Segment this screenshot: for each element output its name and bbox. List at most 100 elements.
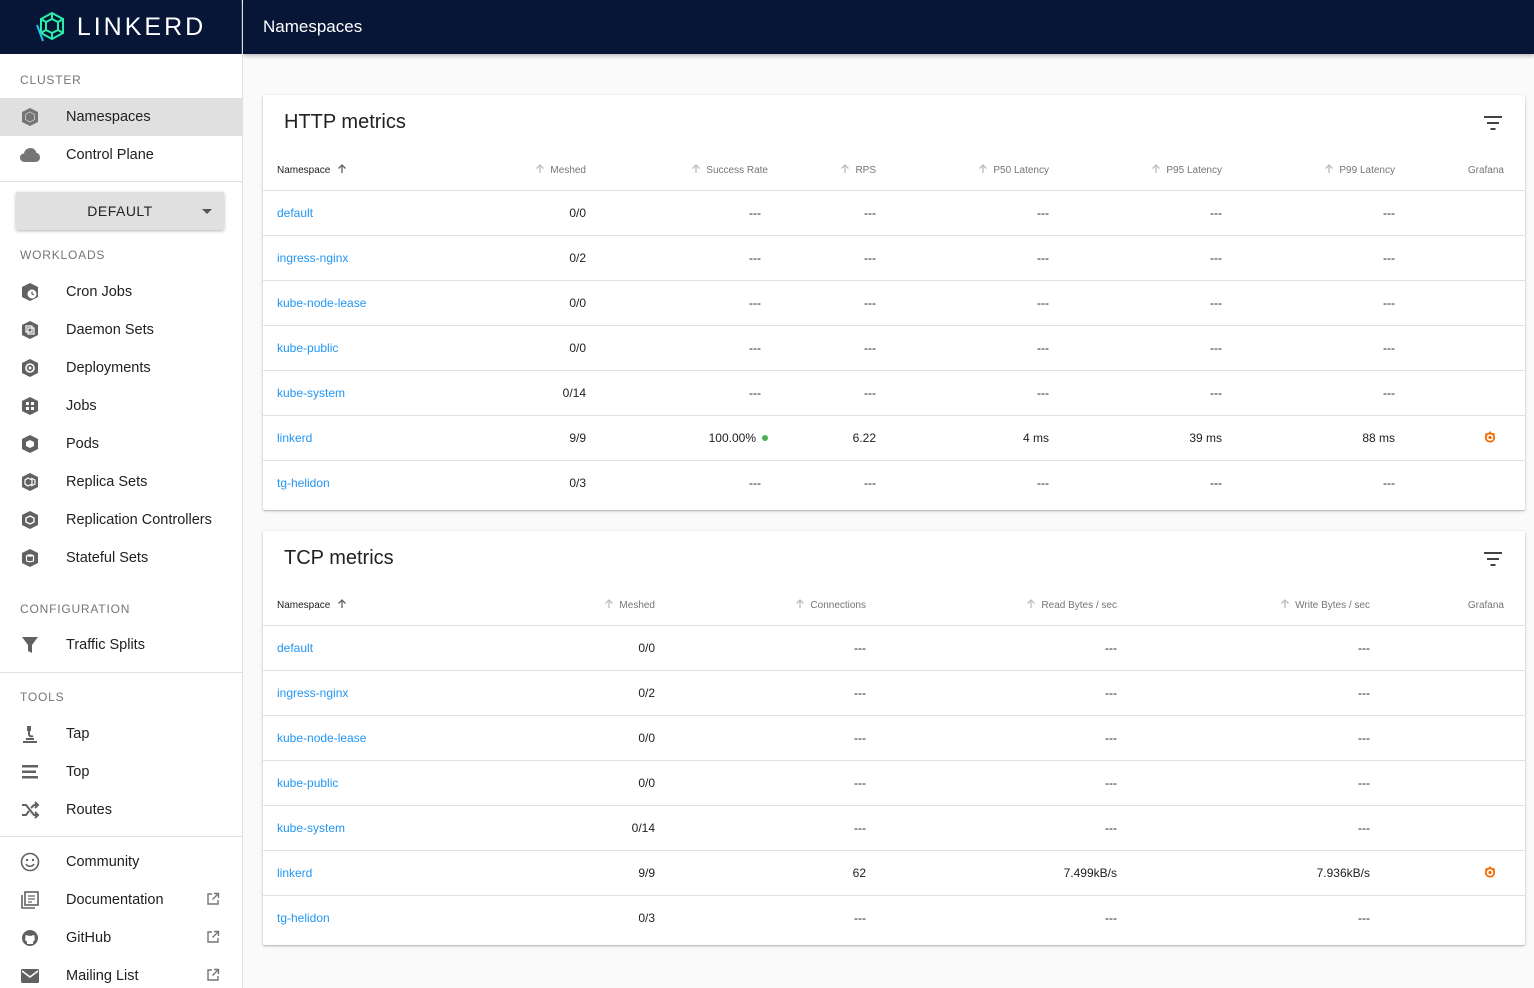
namespace-link[interactable]: tg-helidon <box>277 461 330 506</box>
namespace-link[interactable]: linkerd <box>277 416 312 461</box>
column-header-p99-latency[interactable]: P99 Latency <box>1323 161 1395 181</box>
sidebar-item-tap[interactable]: Tap <box>0 715 242 753</box>
cell-rps: --- <box>864 326 876 371</box>
cell-value: 0/3 <box>569 476 586 490</box>
column-header-namespace[interactable]: Namespace <box>277 596 352 616</box>
cell-value: --- <box>1105 731 1117 745</box>
column-header-read-bytes-sec[interactable]: Read Bytes / sec <box>1025 596 1117 616</box>
cell-p50: --- <box>1037 191 1049 236</box>
cell-read: --- <box>1105 761 1117 806</box>
grafana-icon[interactable] <box>1483 430 1497 444</box>
table-row: kube-system 0/14 --- --- --- <box>263 805 1525 850</box>
namespace-link[interactable]: ingress-nginx <box>277 236 348 281</box>
sidebar-item-replica-sets[interactable]: Replica Sets <box>0 463 242 501</box>
column-header-write-bytes-sec[interactable]: Write Bytes / sec <box>1279 596 1370 616</box>
namespace-link[interactable]: linkerd <box>277 851 312 896</box>
sidebar-item-mailing-list[interactable]: Mailing List <box>0 957 242 988</box>
namespace-link[interactable]: kube-node-lease <box>277 716 366 761</box>
column-header-connections[interactable]: Connections <box>794 596 866 616</box>
namespace-link[interactable]: tg-helidon <box>277 896 330 941</box>
sidebar-item-routes[interactable]: Routes <box>0 791 242 829</box>
cell-write: 7.936kB/s <box>1317 851 1370 896</box>
namespace-link[interactable]: kube-system <box>277 371 345 416</box>
cell-value: 0/0 <box>638 641 655 655</box>
filter-list-icon[interactable] <box>1483 115 1503 131</box>
cell-p50: --- <box>1037 371 1049 416</box>
sidebar-item-community[interactable]: Community <box>0 843 242 881</box>
filter-list-icon[interactable] <box>1483 551 1503 567</box>
cell-value: --- <box>1037 251 1049 265</box>
email-icon <box>19 965 41 987</box>
table-row: tg-helidon 0/3 --- --- --- --- --- <box>263 460 1525 505</box>
sidebar-item-control-plane[interactable]: Control Plane <box>0 136 242 174</box>
namespace-link[interactable]: default <box>277 626 313 671</box>
column-header-rps[interactable]: RPS <box>839 161 876 181</box>
cell-value: tg-helidon <box>277 911 330 925</box>
cell-p95: --- <box>1210 326 1222 371</box>
cell-value: 100.00% <box>708 431 756 445</box>
namespace-link[interactable]: ingress-nginx <box>277 671 348 716</box>
column-header-grafana[interactable]: Grafana <box>1468 161 1504 181</box>
sidebar-item-cron-jobs[interactable]: Cron Jobs <box>0 273 242 311</box>
column-header-label: Namespace <box>277 165 331 176</box>
column-header-namespace[interactable]: Namespace <box>277 161 352 181</box>
cell-meshed: 0/3 <box>638 896 655 941</box>
namespace-link[interactable]: kube-public <box>277 761 338 806</box>
sidebar-item-documentation[interactable]: Documentation <box>0 881 242 919</box>
page-title: Namespaces <box>263 17 363 36</box>
tools-section-header: TOOLS <box>20 690 65 704</box>
cell-value: --- <box>749 206 761 220</box>
cell-value: kube-system <box>277 821 346 835</box>
namespace-link[interactable]: default <box>277 191 313 236</box>
sidebar-item-stateful-sets[interactable]: Stateful Sets <box>0 539 242 577</box>
app-bar: Namespaces <box>243 0 1534 54</box>
cell-value: 0/2 <box>569 251 586 265</box>
cell-success-rate: --- <box>749 281 761 326</box>
sort-arrow-icon <box>977 164 993 176</box>
grafana-icon[interactable] <box>1483 865 1497 879</box>
cell-connections: --- <box>854 896 866 941</box>
cell-read: --- <box>1105 671 1117 716</box>
cell-read: --- <box>1105 716 1117 761</box>
column-header-meshed[interactable]: Meshed <box>603 596 655 616</box>
statefulset-icon <box>19 547 41 569</box>
cell-value: --- <box>1358 911 1370 925</box>
namespace-link[interactable]: kube-node-lease <box>277 281 366 326</box>
sidebar-item-jobs[interactable]: Jobs <box>0 387 242 425</box>
cell-write: --- <box>1358 671 1370 716</box>
cell-value: --- <box>1383 296 1395 310</box>
cell-p95: --- <box>1210 461 1222 506</box>
sidebar-item-traffic-splits[interactable]: Traffic Splits <box>0 626 242 664</box>
table-row: tg-helidon 0/3 --- --- --- <box>263 895 1525 940</box>
daemonset-icon <box>19 319 41 341</box>
sidebar-item-daemon-sets[interactable]: Daemon Sets <box>0 311 242 349</box>
cell-meshed: 0/0 <box>638 626 655 671</box>
column-header-p50-latency[interactable]: P50 Latency <box>977 161 1049 181</box>
cell-value: ingress-nginx <box>277 251 349 265</box>
sidebar-item-deployments[interactable]: Deployments <box>0 349 242 387</box>
namespace-select[interactable]: DEFAULT <box>16 192 224 230</box>
sidebar-item-pods[interactable]: Pods <box>0 425 242 463</box>
column-header-grafana[interactable]: Grafana <box>1468 596 1504 616</box>
table-row: default 0/0 --- --- --- --- --- <box>263 190 1525 235</box>
sidebar-item-namespaces[interactable]: Namespaces <box>0 98 242 136</box>
cell-value: 9/9 <box>569 431 586 445</box>
sort-arrow-icon <box>603 599 619 611</box>
cell-p99: --- <box>1383 281 1395 326</box>
column-header-meshed[interactable]: Meshed <box>534 161 586 181</box>
sidebar-item-top[interactable]: Top <box>0 753 242 791</box>
column-header-p95-latency[interactable]: P95 Latency <box>1150 161 1222 181</box>
card-title: HTTP metrics <box>284 111 406 133</box>
cell-value: --- <box>749 296 761 310</box>
namespace-link[interactable]: kube-public <box>277 326 338 371</box>
namespace-link[interactable]: kube-system <box>277 806 345 851</box>
cell-value: --- <box>1383 251 1395 265</box>
cell-value: --- <box>1210 386 1222 400</box>
column-header-success-rate[interactable]: Success Rate <box>690 161 768 181</box>
configuration-section-header: CONFIGURATION <box>20 602 131 616</box>
sidebar-item-replication-controllers[interactable]: Replication Controllers <box>0 501 242 539</box>
brand-logo[interactable]: LINKERD <box>0 0 242 54</box>
sort-arrow-icon <box>690 164 706 176</box>
sidebar-item-github[interactable]: GitHub <box>0 919 242 957</box>
external-link-icon <box>206 930 222 946</box>
